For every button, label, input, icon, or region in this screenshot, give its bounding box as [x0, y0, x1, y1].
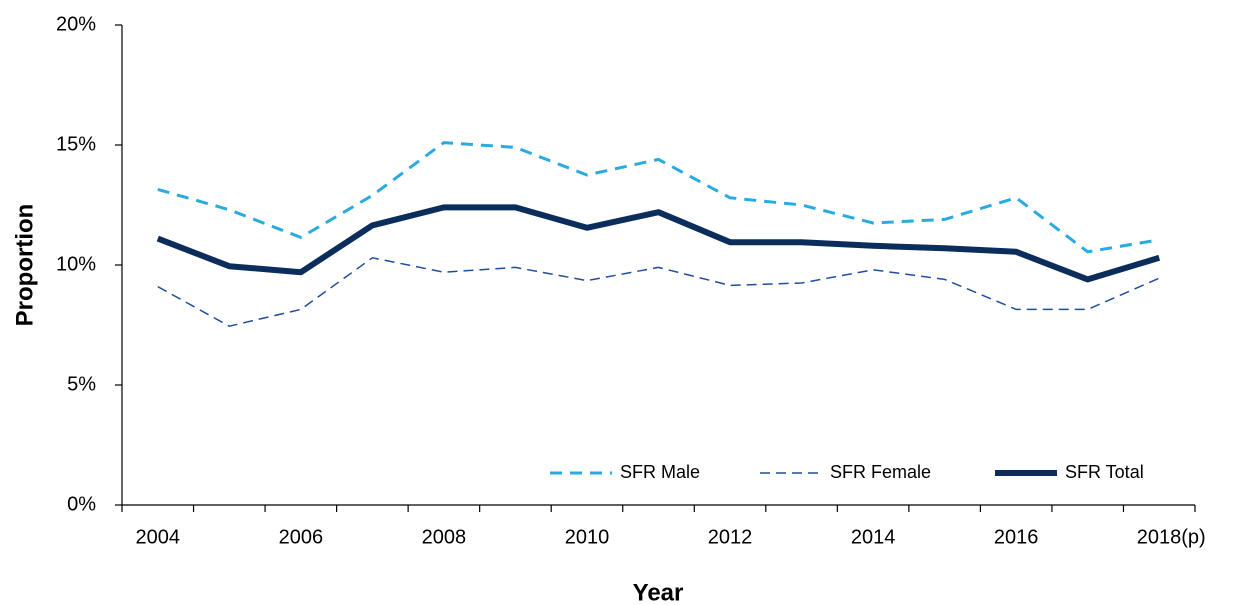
legend-label: SFR Total: [1065, 462, 1144, 482]
x-tick-label: 2004: [136, 526, 181, 548]
y-axis-title: Proportion: [11, 204, 38, 327]
y-tick-label: 5%: [67, 373, 96, 395]
x-tick-label: 2008: [422, 526, 467, 548]
x-tick-label: 2012: [708, 526, 753, 548]
x-tick-label: 2006: [279, 526, 324, 548]
x-tick-label: 2016: [994, 526, 1039, 548]
series-line: [157, 257, 1160, 327]
x-axis-title: Year: [633, 579, 684, 605]
series-line: [157, 141, 1160, 254]
y-tick-label: 10%: [56, 253, 96, 275]
y-tick-label: 20%: [56, 13, 96, 35]
x-tick-label: 2018(p): [1137, 526, 1206, 548]
x-tick-label: 2010: [565, 526, 610, 548]
y-tick-label: 0%: [67, 493, 96, 515]
y-tick-label: 15%: [56, 133, 96, 155]
legend-label: SFR Male: [620, 462, 700, 482]
x-tick-label: 2014: [851, 526, 896, 548]
series-line: [156, 204, 1161, 283]
legend-label: SFR Female: [830, 462, 931, 482]
